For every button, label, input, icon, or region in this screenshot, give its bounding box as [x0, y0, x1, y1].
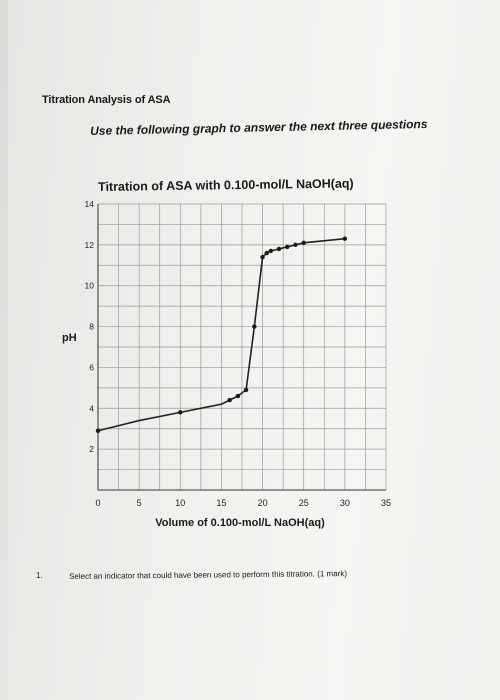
titration-curve [95, 236, 348, 433]
data-point [178, 410, 183, 415]
y-axis-label: pH [62, 332, 77, 344]
y-tick-label: 10 [85, 281, 95, 291]
question-number: 1. [36, 571, 43, 580]
data-point [243, 387, 249, 393]
page-title: Titration Analysis of ASA [42, 94, 171, 106]
chart-labels: 0 5 10 15 20 25 30 35 2 4 6 8 10 12 14 Volume of 0.100-… [62, 199, 391, 529]
y-tick-label: 14 [85, 199, 95, 209]
x-tick-label: 15 [216, 498, 226, 508]
data-point [264, 250, 269, 256]
chart-grid [97, 203, 387, 491]
x-tick-label: 35 [381, 498, 391, 508]
y-tick-label: 2 [89, 444, 94, 454]
data-point [268, 248, 273, 254]
worksheet-page [8, 0, 500, 700]
x-tick-label: 25 [299, 498, 309, 508]
data-point [235, 393, 241, 399]
x-tick-label: 20 [258, 498, 268, 508]
data-point [260, 254, 265, 260]
x-axis-label: Volume of 0.100-mol/L NaOH(aq) [155, 517, 325, 529]
x-tick-label: 30 [340, 498, 350, 508]
x-tick-label: 5 [137, 498, 142, 508]
data-point [342, 236, 348, 241]
chart-axes [97, 204, 386, 491]
y-tick-label: 4 [89, 403, 94, 413]
data-point [252, 324, 257, 329]
y-tick-label: 12 [85, 240, 95, 250]
x-tick-label: 10 [175, 498, 185, 508]
data-point [95, 428, 101, 433]
data-point [276, 246, 282, 252]
y-tick-label: 6 [89, 362, 94, 372]
data-point [301, 240, 306, 246]
x-tick-label: 0 [95, 498, 100, 508]
titration-line [97, 237, 345, 432]
data-point [293, 242, 298, 248]
data-point [285, 244, 290, 250]
y-tick-label: 8 [89, 322, 94, 332]
data-point [227, 397, 232, 403]
